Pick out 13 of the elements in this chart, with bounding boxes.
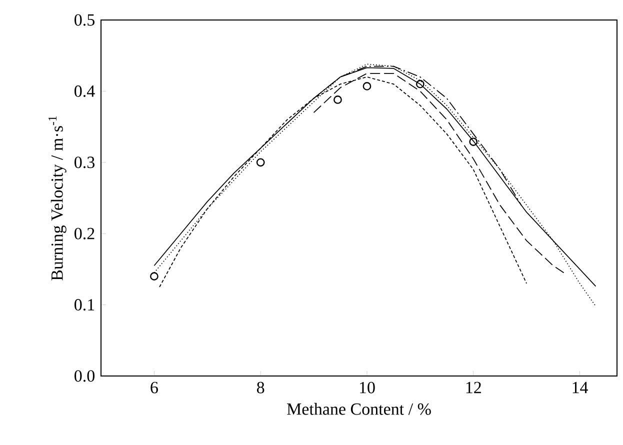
y-tick-label: 0.5 [74,14,94,26]
x-tick-label: 6 [150,382,158,394]
y-tick-label: 0.2 [74,228,94,240]
y-axis-title: Burning Velocity / m·s$^{-1}$ [48,116,66,280]
x-tick-label: 14 [572,382,588,394]
y-tick-label: 0.4 [74,85,95,97]
y-tick-label: 0.1 [74,299,94,311]
x-tick-label: 12 [466,382,481,394]
x-tick-label: 10 [360,382,375,394]
y-tick-label: 0.0 [74,370,94,382]
y-tick-label: 0.3 [74,156,94,168]
x-tick-label: 8 [256,382,264,394]
x-axis-title: Methane Content / % [287,402,431,415]
